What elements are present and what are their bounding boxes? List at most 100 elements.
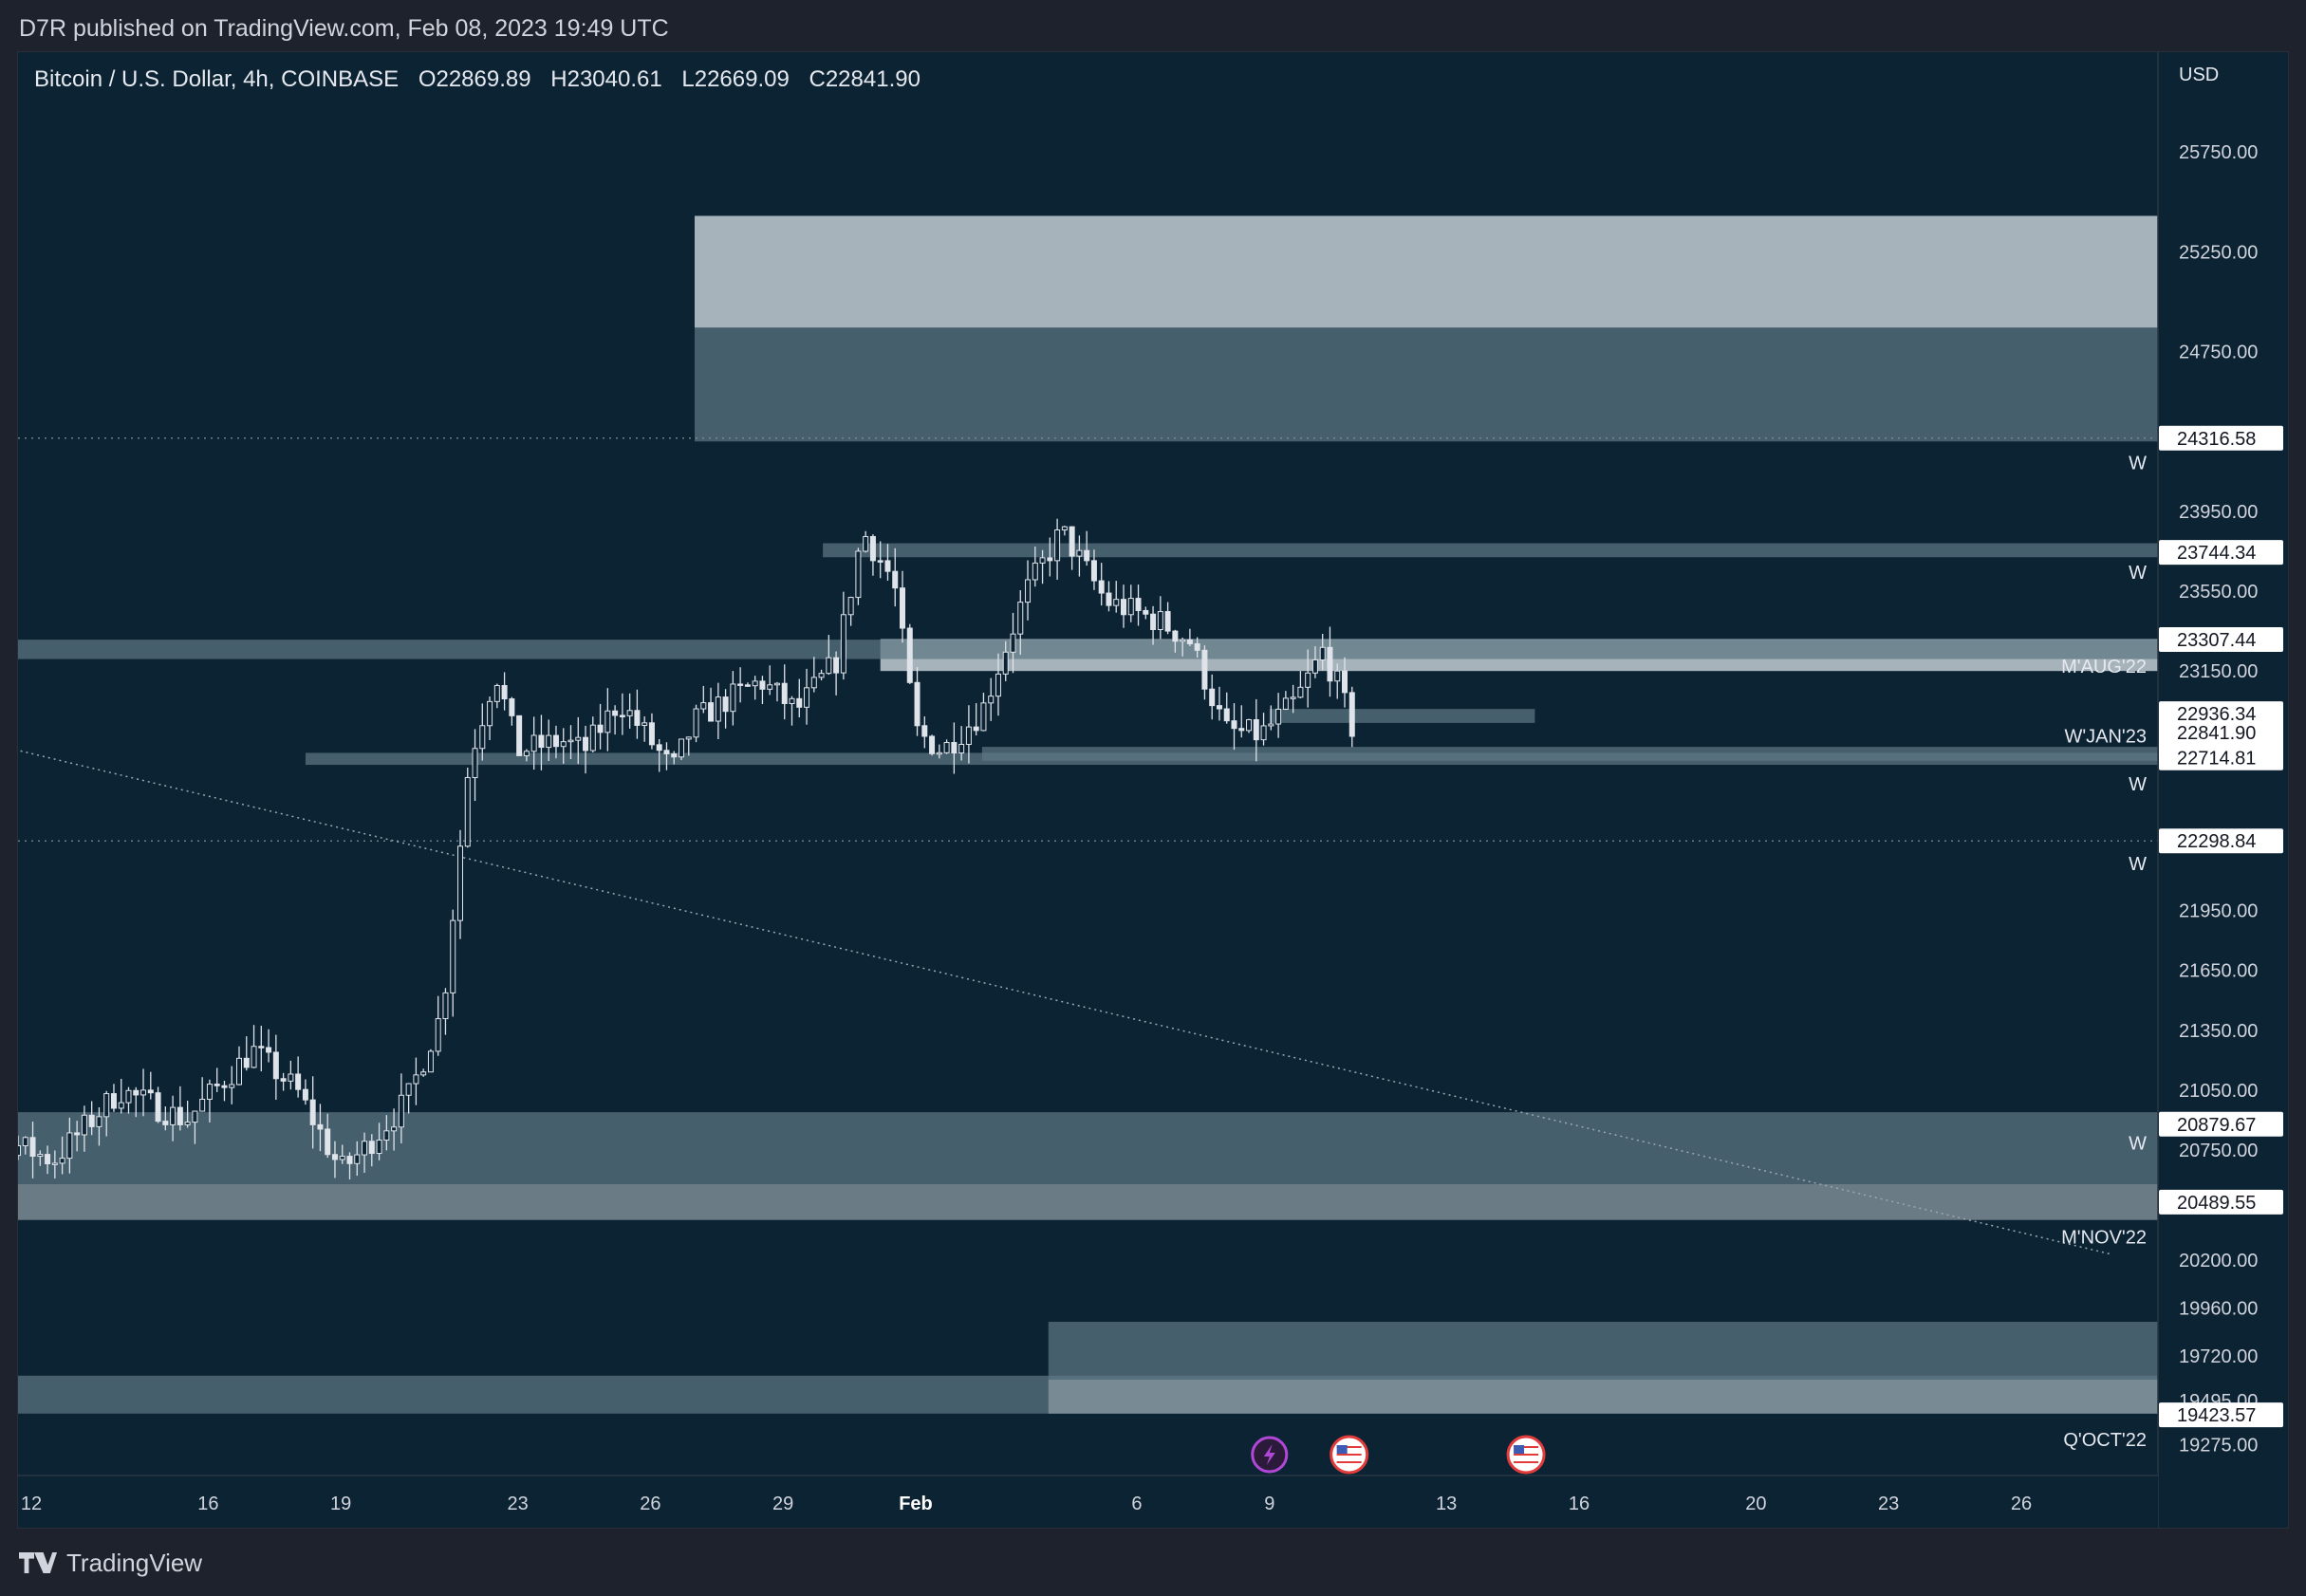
zone-9 xyxy=(823,543,2158,558)
price-marker-text: 24316.58 xyxy=(2177,429,2256,450)
candle xyxy=(1054,518,1061,580)
candle xyxy=(597,703,604,750)
candle xyxy=(663,742,670,770)
candle xyxy=(730,671,736,726)
flag-stripe xyxy=(1336,1461,1362,1463)
price-marker[interactable]: 22714.81 xyxy=(2159,745,2283,770)
price-marker-text: 22936.34 xyxy=(2177,704,2256,725)
candle-body xyxy=(973,726,979,732)
candle-body xyxy=(1106,592,1112,606)
candle xyxy=(1334,663,1341,699)
candle xyxy=(1311,646,1318,678)
tradingview-brand[interactable]: TradingView xyxy=(19,1549,202,1578)
currency-label: USD xyxy=(2179,65,2219,85)
zone-11 xyxy=(981,747,2158,761)
candle xyxy=(1246,718,1253,733)
price-marker[interactable]: 24316.58 xyxy=(2159,425,2283,451)
candle-body xyxy=(552,734,559,748)
price-marker-text: 22714.81 xyxy=(2177,749,2256,770)
candle xyxy=(258,1026,265,1072)
candle xyxy=(214,1067,220,1092)
zone-1 xyxy=(694,327,2158,442)
candle xyxy=(818,669,825,681)
candle xyxy=(1076,535,1083,577)
candle xyxy=(29,1122,36,1178)
candle xyxy=(295,1056,302,1098)
candle-body xyxy=(302,1088,308,1101)
us-flag-icon[interactable] xyxy=(1506,1435,1546,1475)
candle xyxy=(420,1068,427,1077)
candle xyxy=(45,1145,51,1175)
candle xyxy=(995,653,1001,716)
candle-body xyxy=(855,550,862,599)
time-tick-label: 12 xyxy=(21,1494,42,1514)
price-marker[interactable]: 23307.44 xyxy=(2159,627,2283,653)
earnings-bolt-icon[interactable] xyxy=(1251,1436,1289,1474)
candle xyxy=(552,725,559,759)
candle xyxy=(604,688,611,752)
candle xyxy=(759,676,766,704)
candle xyxy=(1010,612,1016,674)
price-marker[interactable]: 20879.67 xyxy=(2159,1111,2283,1137)
candle xyxy=(863,530,869,553)
candle xyxy=(487,696,493,740)
candle xyxy=(317,1104,324,1152)
candle xyxy=(1172,629,1179,653)
candle xyxy=(612,705,619,735)
candle-body xyxy=(22,1137,28,1146)
candle xyxy=(744,682,751,687)
price-tick-label: 19960.00 xyxy=(2179,1298,2258,1319)
candle-body xyxy=(133,1089,139,1096)
candle xyxy=(855,547,862,605)
time-axis[interactable]: 12 16 19 23 26 29 Feb 6 9 13 16 20 23 26 xyxy=(18,1475,2158,1528)
candle-body xyxy=(18,1144,21,1157)
price-chart[interactable]: W W M'AUG'22 W'JAN'23 W W W M'NOV'22 Q'OCT'22 US… xyxy=(18,52,2288,1528)
candle-body xyxy=(1076,549,1083,557)
candle-body xyxy=(900,587,905,629)
candle xyxy=(457,829,463,939)
candle-body xyxy=(1121,599,1126,616)
level-label: M'AUG'22 xyxy=(2061,657,2147,677)
candle-body xyxy=(464,776,471,847)
candle-body xyxy=(37,1154,44,1158)
price-marker-text: 20489.55 xyxy=(2177,1193,2256,1214)
candle-body xyxy=(737,683,744,686)
candle xyxy=(900,570,905,643)
price-marker[interactable]: 22936.34 xyxy=(2159,701,2283,727)
price-marker[interactable]: 19423.57 xyxy=(2159,1402,2283,1428)
level-label: W xyxy=(2129,774,2147,795)
candle xyxy=(383,1115,390,1151)
candle-body xyxy=(1084,549,1090,562)
candle-body xyxy=(722,696,729,713)
price-marker-bg xyxy=(2159,745,2283,770)
candle-body xyxy=(125,1089,132,1104)
candle xyxy=(693,704,699,743)
price-tick-label: 23550.00 xyxy=(2179,582,2258,603)
candle-body xyxy=(74,1132,81,1136)
price-marker[interactable]: 23744.34 xyxy=(2159,540,2283,566)
candle-body xyxy=(398,1094,404,1128)
candle-body xyxy=(773,682,780,686)
candle xyxy=(1186,628,1193,646)
candle-body xyxy=(833,657,840,674)
candle-body xyxy=(88,1114,95,1127)
candle-body xyxy=(1135,598,1142,611)
price-axis[interactable]: USD 25750.00 25250.00 24750.00 23950.00 23550… xyxy=(2157,52,2288,1528)
candle-body xyxy=(1180,639,1186,642)
candle xyxy=(1135,585,1142,626)
zone-12 xyxy=(1269,709,1535,723)
candle xyxy=(1113,581,1120,613)
candle-body xyxy=(1017,602,1024,635)
candle xyxy=(685,736,692,756)
candle-body xyxy=(995,673,1001,697)
candle xyxy=(1069,526,1075,570)
price-marker[interactable]: 20489.55 xyxy=(2159,1189,2283,1215)
price-marker[interactable]: 22298.84 xyxy=(2159,828,2283,854)
candle-body xyxy=(221,1085,228,1088)
candle xyxy=(509,696,515,726)
price-marker-bg xyxy=(2159,828,2283,854)
candle-body xyxy=(427,1050,434,1073)
candle xyxy=(648,713,655,750)
candle xyxy=(737,667,744,703)
us-flag-icon[interactable] xyxy=(1330,1435,1369,1475)
